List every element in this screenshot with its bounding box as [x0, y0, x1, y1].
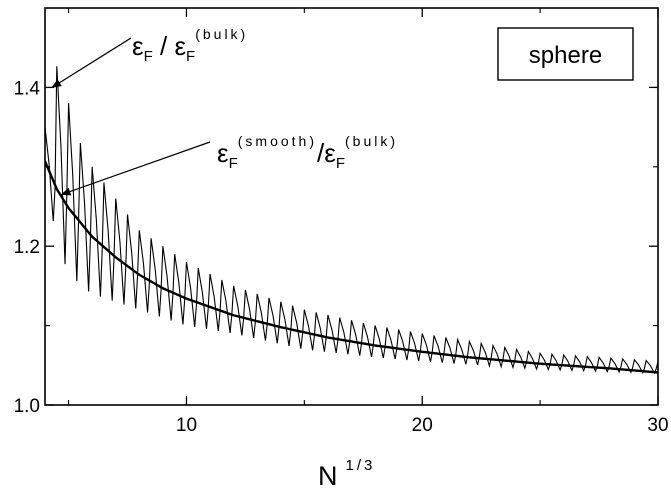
legend-frame — [497, 27, 634, 81]
annotation-part: F — [229, 155, 238, 172]
x-axis-label: N 1/3 — [318, 457, 375, 491]
annotation-part: / — [317, 138, 325, 168]
x-ticks: 10 20 30 — [68, 8, 669, 436]
annotation-arrow — [60, 141, 211, 196]
y-ticks: 1.0 1.2 1.4 — [14, 78, 658, 417]
x-tick-label: 10 — [176, 415, 197, 436]
x-axis-title-superscript: 1/3 — [346, 457, 376, 474]
annotation-part: ε — [132, 31, 144, 61]
oscillating-label: εF / εF(bulk) — [132, 26, 248, 65]
legend-text: sphere — [529, 42, 602, 69]
annotation-part: ε — [174, 31, 186, 61]
y-tick-label: 1.4 — [14, 78, 41, 99]
plot-frame — [44, 7, 659, 406]
oscillating-series-line — [45, 66, 658, 375]
annotations: εF / εF(bulk)εF(smooth)/εF(bulk) — [51, 26, 398, 196]
series-layer — [45, 66, 658, 375]
x-axis-title-main: N — [318, 461, 338, 491]
smooth-series-line — [45, 160, 658, 374]
annotation-arrow — [51, 37, 132, 88]
annotation-part: ε — [324, 138, 336, 168]
annotation-part: (bulk) — [195, 26, 248, 42]
y-tick-label: 1.0 — [14, 396, 40, 417]
annotation-part: F — [186, 48, 195, 65]
legend-box: sphere — [497, 27, 634, 81]
x-axis-title: N 1/3 — [318, 457, 375, 491]
smooth-label: εF(smooth)/εF(bulk) — [217, 133, 398, 172]
annotation-part: F — [144, 48, 153, 65]
annotation-part: F — [336, 155, 345, 172]
annotation-part: / — [153, 31, 175, 61]
annotation-part: ε — [217, 138, 229, 168]
plot-border — [44, 7, 659, 406]
x-tick-label: 30 — [647, 415, 668, 436]
annotation-part: (bulk) — [345, 133, 398, 149]
annotation-part: (smooth) — [238, 133, 317, 149]
x-tick-label: 20 — [412, 415, 433, 436]
y-tick-label: 1.2 — [14, 237, 40, 258]
